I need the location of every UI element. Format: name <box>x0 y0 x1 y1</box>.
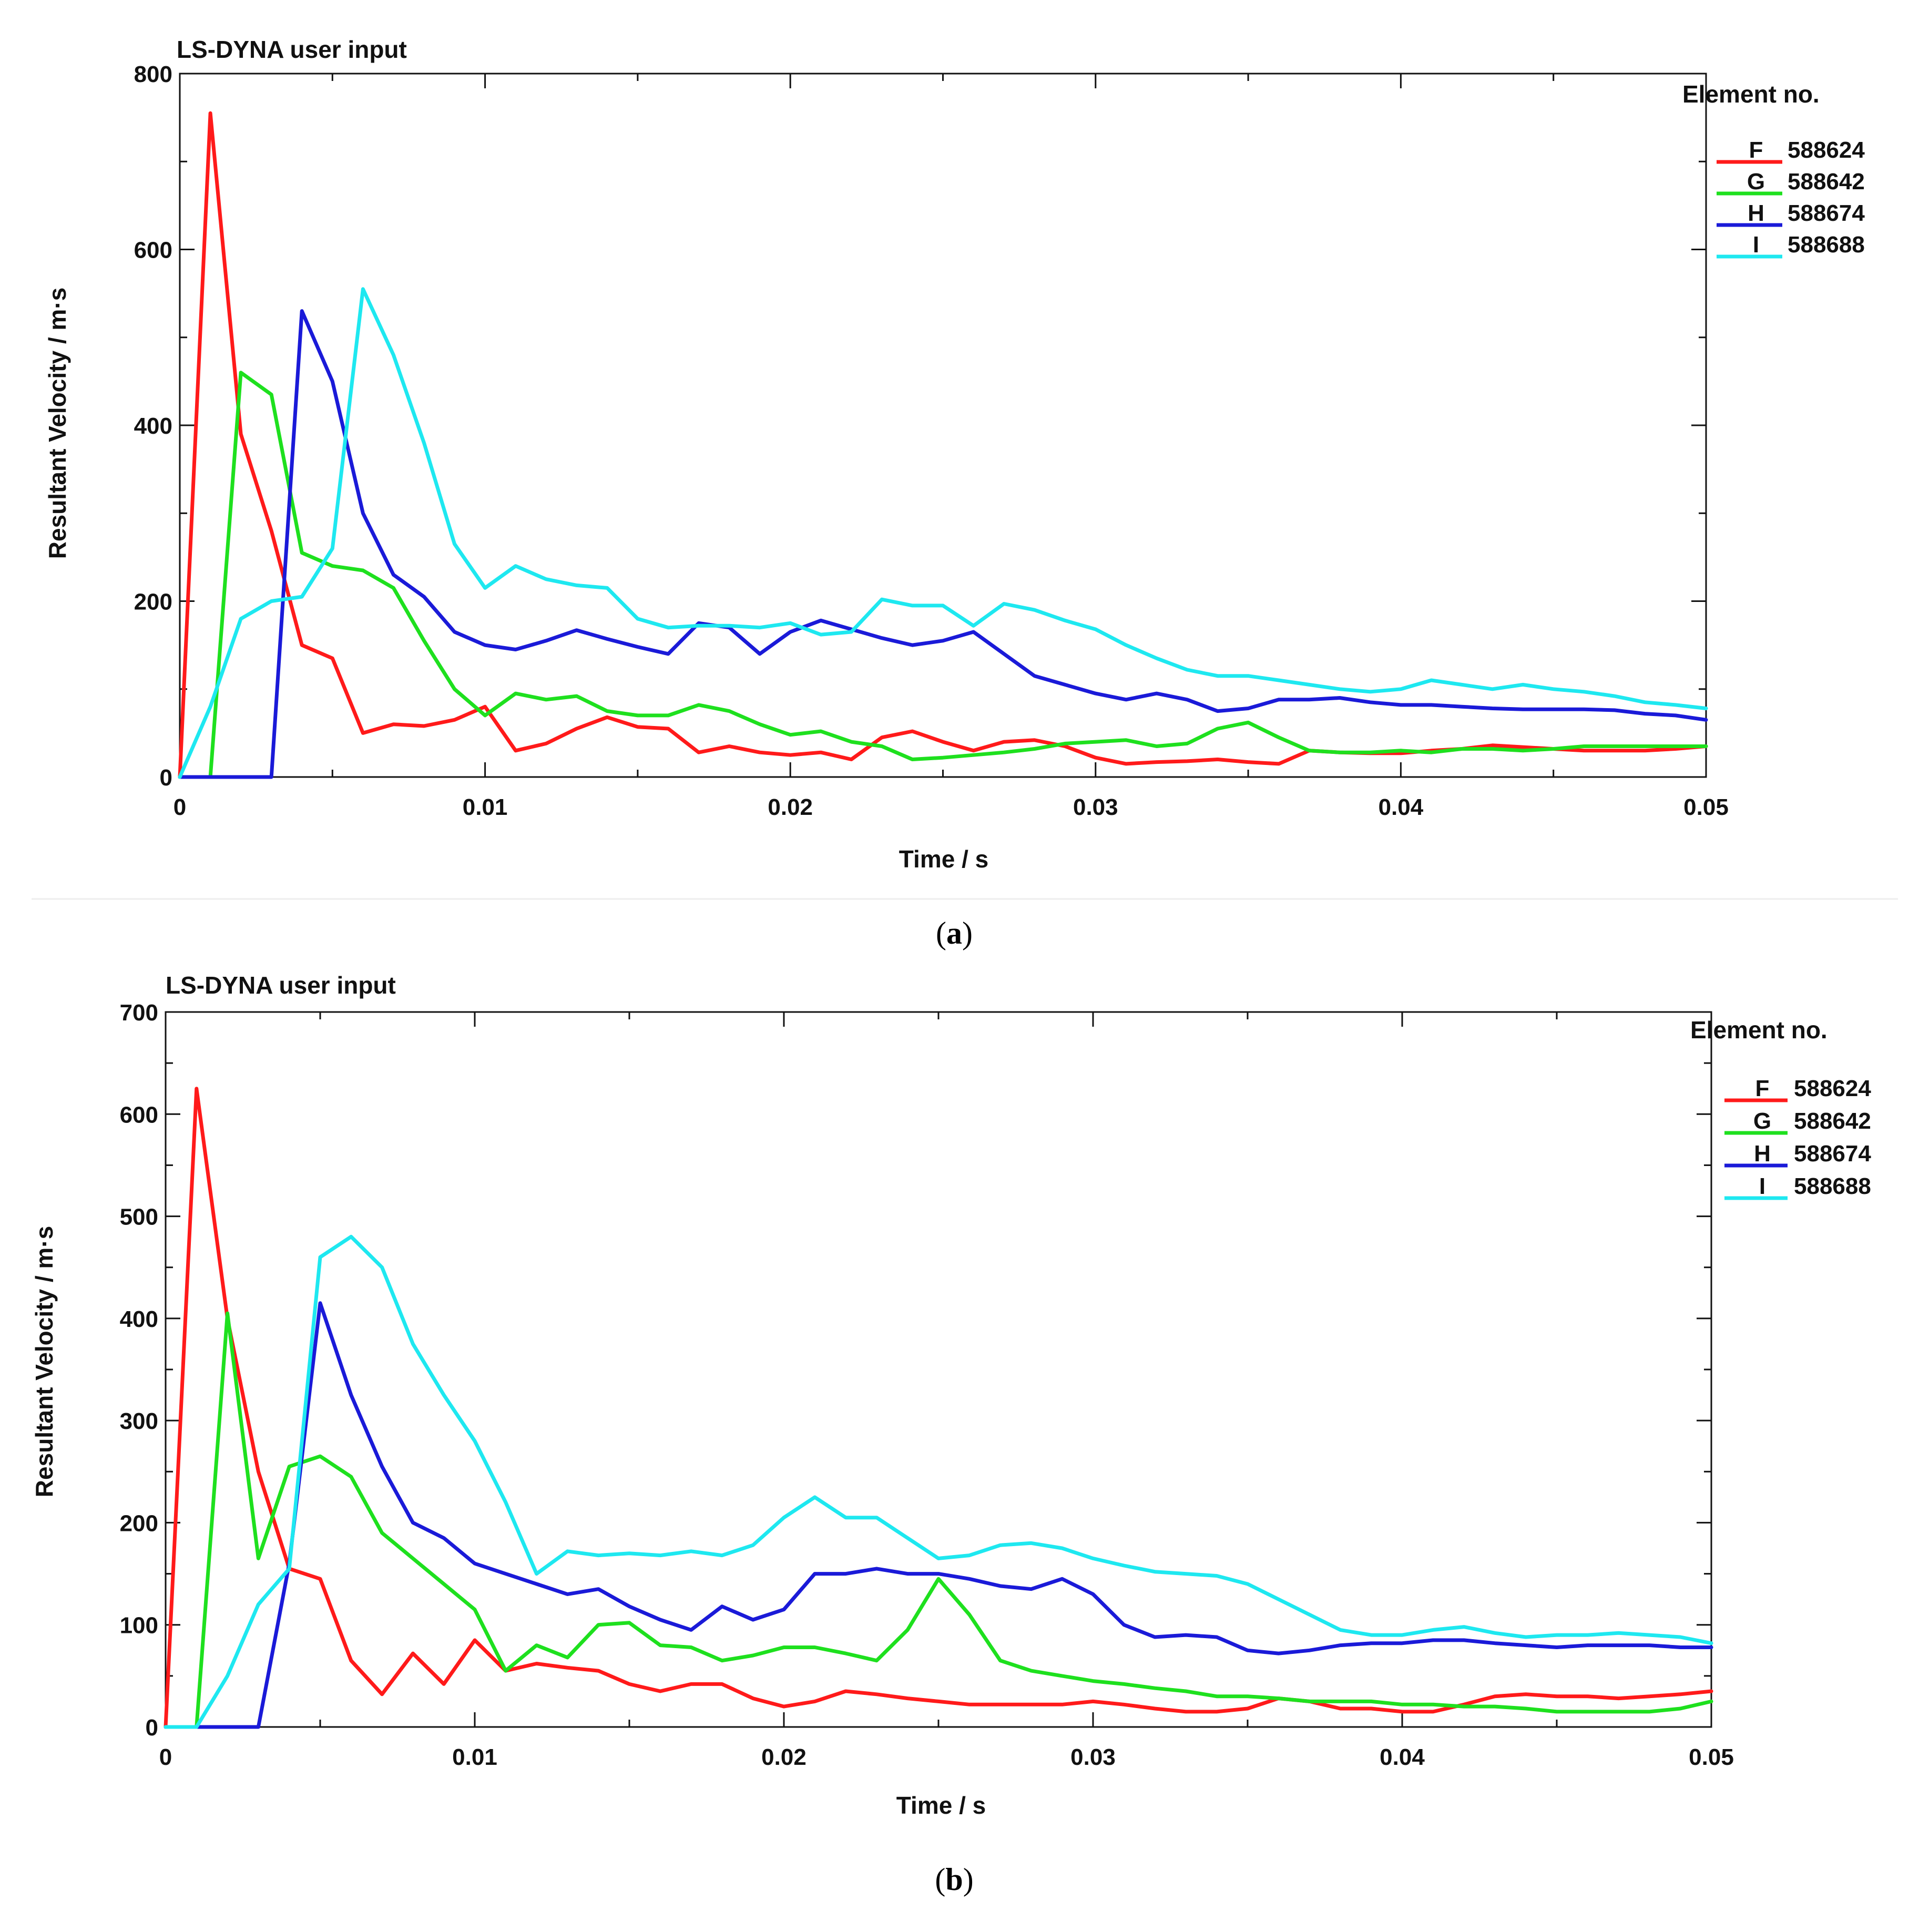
legend-element-F: 588624 <box>1794 1076 1871 1101</box>
x-tick-label: 0.03 <box>1073 794 1118 820</box>
legend: F 588624 G 588642 H 588674 I 588688 <box>1724 1076 1871 1200</box>
legend-key-I: I <box>1753 232 1759 258</box>
x-tick-label: 0.05 <box>1689 1744 1734 1770</box>
x-tick-label: 0 <box>173 794 186 820</box>
x-tick-label: 0.04 <box>1380 1744 1425 1770</box>
y-tick-label: 200 <box>134 589 172 615</box>
series-line-H <box>178 309 1708 779</box>
legend-key-I: I <box>1759 1173 1765 1199</box>
chart-title: LS-DYNA user input <box>166 972 396 999</box>
chart-a: LS-DYNA user input Resultant Velocity / … <box>44 36 1865 873</box>
caption-b: (b) <box>935 1862 973 1897</box>
series-line-H <box>164 1301 1713 1729</box>
legend-key-F: F <box>1749 137 1763 163</box>
chart-b: LS-DYNA user input Resultant Velocity / … <box>30 972 1871 1819</box>
legend: F 588624 G 588642 H 588674 I 588688 <box>1717 137 1865 259</box>
y-tick-label: 100 <box>120 1613 158 1639</box>
legend-element-H: 588674 <box>1794 1141 1871 1167</box>
y-axis-label: Resultant Velocity / m·s <box>44 288 71 559</box>
x-tick-label: 0.02 <box>768 794 813 820</box>
x-tick-label: 0.04 <box>1379 794 1424 820</box>
y-tick-label: 300 <box>120 1408 158 1434</box>
legend-element-F: 588624 <box>1788 137 1865 163</box>
legend-element-I: 588688 <box>1794 1173 1871 1199</box>
series-line-G <box>178 371 1708 779</box>
y-tick-label: 200 <box>120 1510 158 1536</box>
y-tick-label: 400 <box>134 413 172 439</box>
x-tick-label: 0.01 <box>463 794 508 820</box>
series-line-I <box>164 1234 1713 1729</box>
y-tick-label: 500 <box>120 1204 158 1230</box>
y-tick-label: 800 <box>134 62 172 87</box>
x-tick-label: 0.05 <box>1683 794 1729 820</box>
x-axis-label: Time / s <box>896 1792 986 1819</box>
x-tick-label: 0 <box>159 1744 172 1770</box>
series-line-I <box>178 287 1708 779</box>
x-tick-label: 0.03 <box>1070 1744 1116 1770</box>
y-axis-label: Resultant Velocity / m·s <box>30 1226 58 1497</box>
legend-key-G: G <box>1753 1108 1771 1134</box>
series-line-G <box>164 1311 1713 1729</box>
legend-element-G: 588642 <box>1794 1108 1871 1134</box>
y-tick-label: 600 <box>134 238 172 263</box>
x-tick-label: 0.01 <box>452 1744 497 1770</box>
legend-element-I: 588688 <box>1788 232 1865 258</box>
caption-a: (a) <box>936 916 973 950</box>
y-tick-label: 0 <box>146 1715 158 1741</box>
y-tick-label: 400 <box>120 1306 158 1332</box>
legend-element-G: 588642 <box>1788 169 1865 195</box>
plot-area: 0 100 200 300 400 500 600 700 0 0.01 0.02 0.03 0.04 0… <box>120 1000 1734 1770</box>
legend-title: Element no. <box>1682 80 1820 108</box>
y-tick-label: 700 <box>120 1000 158 1026</box>
y-tick-label: 600 <box>120 1102 158 1128</box>
plot-area: 0 200 400 600 800 0 0.01 0.02 0.03 0.04 0.05 <box>134 62 1729 820</box>
y-tick-label: 0 <box>160 765 172 791</box>
chart-title: LS-DYNA user input <box>177 36 407 63</box>
legend-key-F: F <box>1755 1076 1770 1101</box>
legend-element-H: 588674 <box>1788 200 1865 226</box>
x-tick-label: 0.02 <box>761 1744 807 1770</box>
x-axis-label: Time / s <box>899 845 988 873</box>
legend-key-H: H <box>1748 200 1764 226</box>
legend-key-H: H <box>1754 1141 1771 1167</box>
legend-key-G: G <box>1747 169 1765 195</box>
legend-title: Element no. <box>1690 1016 1828 1044</box>
